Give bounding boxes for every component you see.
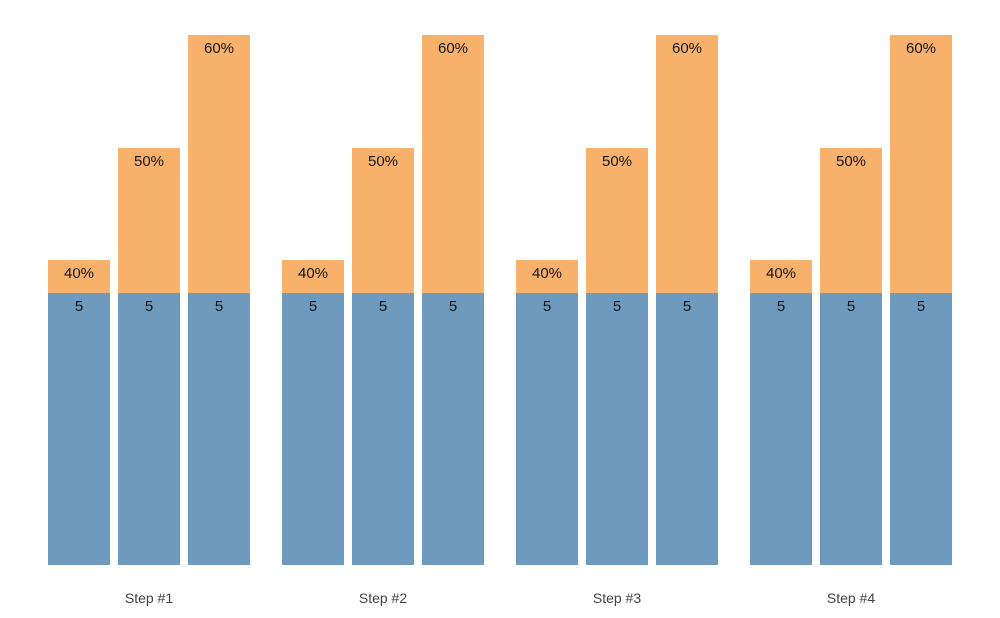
base-segment-label: 5 [144,298,154,315]
bar-group3-col3: 60% 5 [656,35,718,565]
bar-group2-col3: 60% 5 [422,35,484,565]
base-segment-label: 5 [846,298,856,315]
base-segment-label: 5 [916,298,926,315]
bar-group1-col3: 60% 5 [188,35,250,565]
base-segment: 5 [282,293,344,565]
top-segment: 40% [48,260,110,293]
top-segment-label: 40% [765,265,797,282]
bar-group-1: 40% 5 50% 5 60% 5 [48,35,250,565]
bar-group2-col2: 50% 5 [352,148,414,565]
bar-group3-col2: 50% 5 [586,148,648,565]
base-segment: 5 [586,293,648,565]
category-label-2: Step #2 [358,590,408,606]
base-segment: 5 [750,293,812,565]
top-segment: 50% [820,148,882,293]
base-segment-label: 5 [612,298,622,315]
base-segment-label: 5 [378,298,388,315]
bar-group-2: 40% 5 50% 5 60% 5 [282,35,484,565]
bar-group1-col1: 40% 5 [48,260,110,565]
top-segment: 40% [516,260,578,293]
top-segment-label: 60% [671,40,703,57]
base-segment-label: 5 [448,298,458,315]
category-label-3: Step #3 [592,590,642,606]
bar-group1-col2: 50% 5 [118,148,180,565]
top-segment: 60% [422,35,484,293]
base-segment: 5 [890,293,952,565]
top-segment: 50% [352,148,414,293]
base-segment-label: 5 [308,298,318,315]
base-segment-label: 5 [74,298,84,315]
base-segment: 5 [118,293,180,565]
category-axis: Step #1 Step #2 Step #3 Step #4 [0,590,1000,606]
top-segment-label: 40% [63,265,95,282]
top-segment: 50% [586,148,648,293]
top-segment: 60% [890,35,952,293]
top-segment-label: 50% [133,153,165,170]
top-segment-label: 60% [203,40,235,57]
base-segment: 5 [422,293,484,565]
category-label-4: Step #4 [826,590,876,606]
top-segment: 40% [750,260,812,293]
top-segment: 60% [188,35,250,293]
top-segment: 40% [282,260,344,293]
top-segment-label: 60% [905,40,937,57]
bar-group4-col1: 40% 5 [750,260,812,565]
bar-group2-col1: 40% 5 [282,260,344,565]
top-segment-label: 50% [601,153,633,170]
base-segment-label: 5 [214,298,224,315]
base-segment-label: 5 [776,298,786,315]
bar-group3-col1: 40% 5 [516,260,578,565]
top-segment: 60% [656,35,718,293]
base-segment: 5 [656,293,718,565]
plot-area: 40% 5 50% 5 60% 5 40% 5 50% 5 60% 5 40% 5 50% 5 60% 5 40% 5… [48,35,952,565]
bar-group-4: 40% 5 50% 5 60% 5 [750,35,952,565]
top-segment: 50% [118,148,180,293]
category-label-1: Step #1 [124,590,174,606]
top-segment-label: 40% [297,265,329,282]
base-segment: 5 [188,293,250,565]
base-segment: 5 [820,293,882,565]
top-segment-label: 60% [437,40,469,57]
top-segment-label: 50% [367,153,399,170]
base-segment-label: 5 [682,298,692,315]
bar-group4-col3: 60% 5 [890,35,952,565]
base-segment: 5 [352,293,414,565]
bar-group4-col2: 50% 5 [820,148,882,565]
top-segment-label: 40% [531,265,563,282]
bar-group-3: 40% 5 50% 5 60% 5 [516,35,718,565]
base-segment: 5 [48,293,110,565]
top-segment-label: 50% [835,153,867,170]
base-segment-label: 5 [542,298,552,315]
base-segment: 5 [516,293,578,565]
